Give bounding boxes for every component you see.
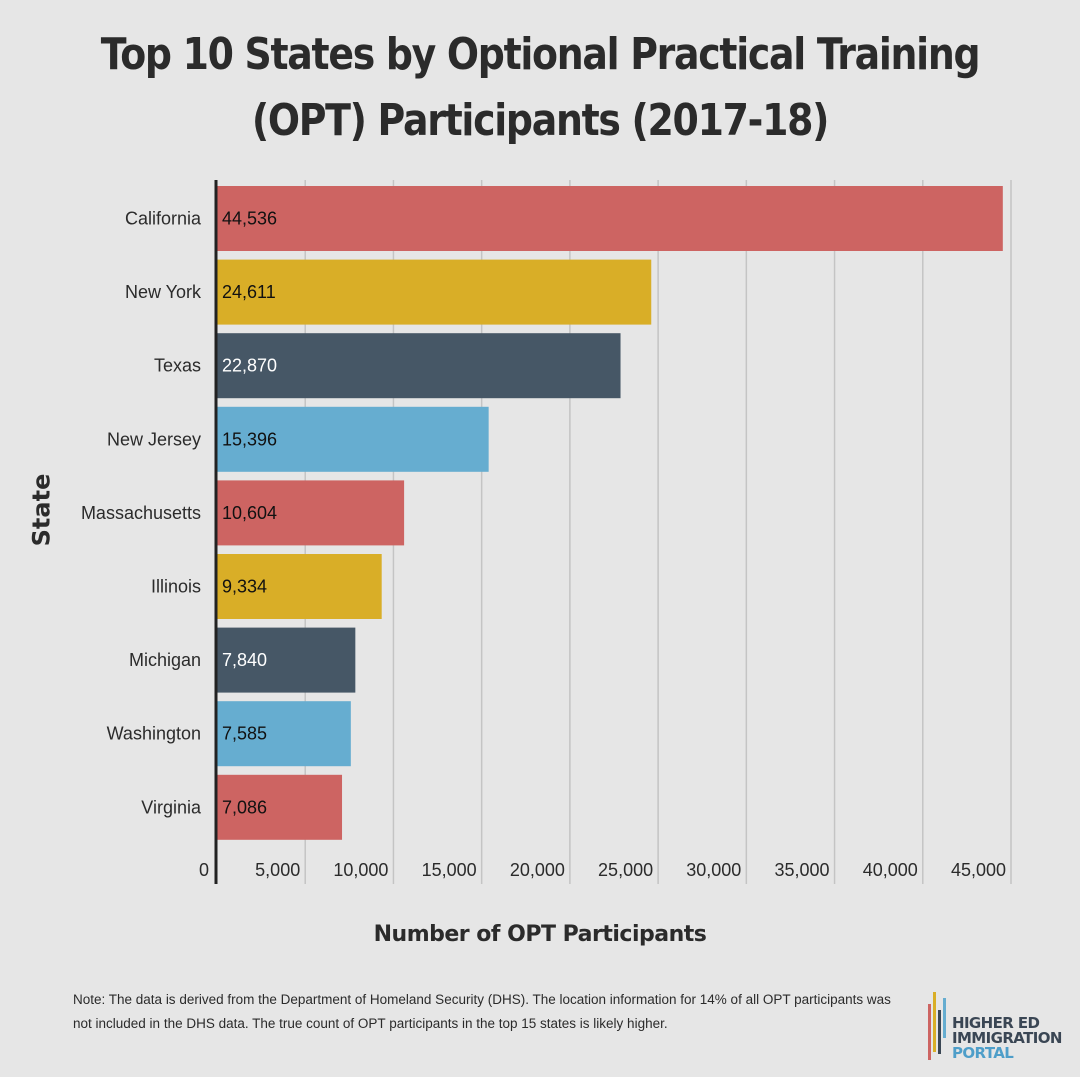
category-label: Michigan [129, 650, 201, 670]
bar-chart: California 44,536 New York 24,611 Texas 22,87… [81, 180, 1012, 884]
x-tick-label: 25,000 [598, 860, 653, 880]
logo-bars-icon [928, 992, 946, 1060]
bar-new-york [217, 259, 652, 325]
x-tick-label: 15,000 [422, 860, 477, 880]
data-label: 10,604 [222, 503, 277, 523]
category-label: Washington [107, 724, 201, 744]
data-label: 15,396 [222, 429, 277, 449]
data-label: 7,840 [222, 650, 267, 670]
x-tick-label: 5,000 [255, 860, 300, 880]
data-label: 7,086 [222, 797, 267, 817]
bar-new-jersey [217, 406, 489, 472]
x-tick-label: 40,000 [863, 860, 918, 880]
x-tick-label: 20,000 [510, 860, 565, 880]
bar-illinois [217, 554, 382, 619]
bar-michigan [217, 627, 356, 693]
x-tick-label: 45,000 [951, 860, 1006, 880]
footnote: Note: The data is derived from the Depar… [73, 992, 891, 1031]
category-label: Illinois [151, 577, 201, 597]
data-label: 9,334 [222, 577, 267, 597]
chart-title-line-2: (OPT) Participants (2017-18) [251, 95, 830, 146]
portal-logo: HIGHER ED IMMIGRATION PORTAL [926, 990, 1076, 1062]
logo-line-1: HIGHER ED [952, 1014, 1040, 1032]
category-label: Virginia [141, 797, 202, 817]
bar-california [217, 186, 1003, 251]
category-label: Texas [154, 356, 201, 376]
data-label: 24,611 [222, 282, 276, 302]
y-axis-title-wrap: State [16, 440, 66, 580]
y-axis-title: State [27, 473, 56, 547]
x-tick-label: 10,000 [333, 860, 388, 880]
x-tick-label: 30,000 [686, 860, 741, 880]
data-label: 7,585 [222, 724, 267, 744]
data-label: 44,536 [222, 209, 277, 229]
bar-washington [217, 701, 351, 767]
logo-line-3: PORTAL [952, 1044, 1014, 1062]
category-label: California [125, 209, 202, 229]
logo-wordmark: HIGHER ED IMMIGRATION PORTAL [952, 1016, 1062, 1061]
category-label: New York [125, 282, 202, 302]
category-label: Massachusetts [81, 503, 201, 523]
chart-title-line-1: Top 10 States by Optional Practical Trai… [100, 29, 981, 80]
bar-virginia [217, 774, 343, 840]
data-label: 22,870 [222, 356, 277, 376]
x-axis-title: Number of OPT Participants [373, 922, 707, 947]
chart-title: Top 10 States by Optional Practical Trai… [76, 22, 1005, 154]
logo-line-2: IMMIGRATION [952, 1029, 1062, 1047]
x-tick-label: 0 [199, 860, 209, 880]
bar-texas [217, 333, 621, 399]
bar-massachusetts [217, 480, 405, 546]
x-tick-label: 35,000 [774, 860, 829, 880]
category-label: New Jersey [107, 429, 201, 449]
